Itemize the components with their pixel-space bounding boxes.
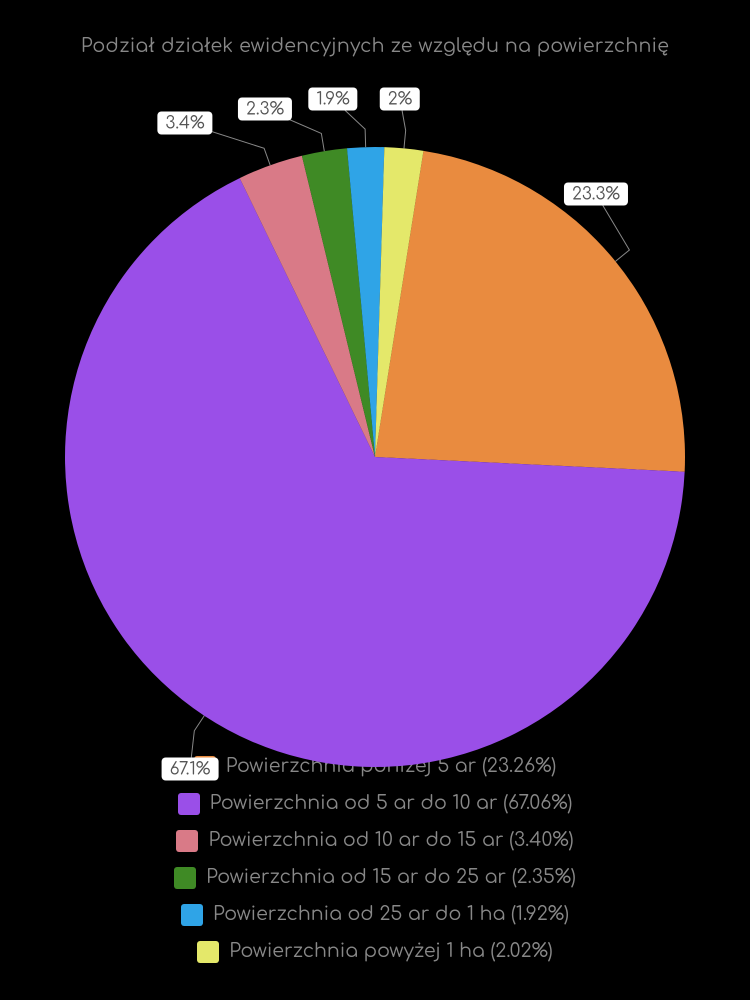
slice-label: 1.9% [308,88,357,111]
slice-label: 67.1% [162,758,219,781]
legend-item: Powierzchnia powyżej 1 ha (2.02%) [197,936,553,967]
pie-slice [375,151,685,472]
legend-item: Powierzchnia od 25 ar do 1 ha (1.92%) [181,899,569,930]
legend-label: Powierzchnia powyżej 1 ha (2.02%) [229,936,553,967]
legend-label: Powierzchnia od 10 ar do 15 ar (3.40%) [208,825,573,856]
slice-label: 3.4% [157,112,212,135]
legend-item: Powierzchnia od 10 ar do 15 ar (3.40%) [176,825,573,856]
legend-swatch [176,830,198,852]
chart-title: Podział działek ewidencyjnych ze względu… [0,0,750,57]
legend-swatch [197,941,219,963]
slice-label: 2% [380,88,420,111]
legend-swatch [181,904,203,926]
legend-label: Powierzchnia od 15 ar do 25 ar (2.35%) [206,862,576,893]
pie-area: 23.3%67.1%3.4%2.3%1.9%2% [0,57,750,757]
chart-container: Podział działek ewidencyjnych ze względu… [0,0,750,1000]
legend-label: Powierzchnia od 25 ar do 1 ha (1.92%) [213,899,569,930]
pie-svg [0,57,750,817]
slice-label: 23.3% [564,183,628,206]
legend-item: Powierzchnia od 15 ar do 25 ar (2.35%) [174,862,576,893]
legend-swatch [174,867,196,889]
slice-label: 2.3% [238,98,292,121]
